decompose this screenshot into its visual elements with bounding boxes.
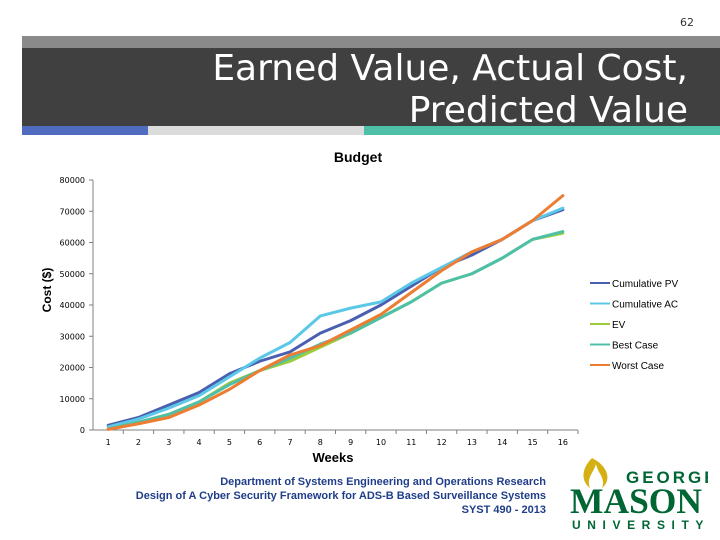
- x-tick-label: 12: [437, 438, 447, 447]
- x-tick-label: 10: [376, 438, 386, 447]
- x-tick-labels: 1 2 3 4 5 6 7 8 9 10 11 12 13 14 15 16: [106, 430, 579, 447]
- chart-legend: Cumulative PV Cumulative AC EV Best Case Wor…: [590, 279, 678, 372]
- y-tick-label: 0: [80, 426, 85, 435]
- chart-axes: [92, 180, 578, 431]
- series-lines: [106, 194, 565, 431]
- x-tick-label: 16: [558, 438, 568, 447]
- y-tick-labels: 0 10000 20000 30000 40000 50000 60000 70000 8000…: [60, 176, 93, 435]
- series-line-best-case: [106, 230, 565, 431]
- x-tick-label: 2: [136, 438, 141, 447]
- accent-bar: [22, 126, 720, 135]
- y-tick-label: 70000: [60, 207, 85, 216]
- footer-line-2: Design of A Cyber Security Framework for…: [135, 490, 546, 502]
- x-tick-label: 3: [166, 438, 171, 447]
- x-tick-label: 1: [106, 438, 111, 447]
- logo-top-text: GEORGE: [626, 468, 708, 487]
- slide-title: Earned Value, Actual Cost, Predicted Val…: [212, 48, 688, 131]
- legend-label: Worst Case: [612, 361, 664, 372]
- x-tick-label: 5: [227, 438, 232, 447]
- accent-segment-teal: [364, 126, 720, 135]
- series-line-worst-case: [106, 194, 565, 431]
- slide-number: 62: [680, 16, 694, 29]
- y-tick-label: 50000: [60, 270, 85, 279]
- logo-flame: [583, 458, 608, 488]
- x-tick-label: 14: [497, 438, 507, 447]
- x-tick-label: 6: [257, 438, 262, 447]
- budget-chart: Budget Cost ($) Weeks 010000200003000040…: [40, 149, 678, 465]
- x-tick-label: 13: [467, 438, 477, 447]
- footer-line-1: Department of Systems Engineering and Op…: [220, 476, 546, 488]
- x-tick-label: 4: [197, 438, 202, 447]
- legend-label: EV: [612, 320, 626, 331]
- footer-line-3: SYST 490 - 2013: [461, 504, 546, 516]
- header-band: [22, 36, 720, 126]
- y-tick-label: 20000: [60, 364, 85, 373]
- gmu-flame-logo-icon: GEORGE MASON UNIVERSITY: [570, 458, 708, 532]
- x-tick-label: 11: [406, 438, 416, 447]
- y-tick-label: 30000: [60, 332, 85, 341]
- y-tick-label: 80000: [60, 176, 85, 185]
- x-tick-label: 8: [318, 438, 323, 447]
- logo-bottom-text: UNIVERSITY: [572, 518, 708, 532]
- accent-segment-blue: [22, 126, 148, 135]
- legend-label: Cumulative PV: [612, 279, 678, 290]
- x-axis-label: Weeks: [313, 450, 354, 465]
- x-tick-label: 7: [287, 438, 292, 447]
- header-top-strip: [22, 36, 720, 48]
- x-tick-label: 15: [527, 438, 537, 447]
- chart-title: Budget: [334, 149, 383, 165]
- legend-label: Cumulative AC: [612, 300, 678, 311]
- y-tick-label: 40000: [60, 301, 85, 310]
- x-tick-label: 9: [348, 438, 353, 447]
- legend-label: Best Case: [612, 341, 659, 352]
- y-tick-label: 10000: [60, 395, 85, 404]
- y-axis-label: Cost ($): [40, 268, 54, 313]
- logo-main-text: MASON: [570, 481, 702, 521]
- accent-segment-gray: [148, 126, 364, 135]
- footer-text: Department of Systems Engineering and Op…: [80, 475, 546, 517]
- y-tick-label: 60000: [60, 239, 85, 248]
